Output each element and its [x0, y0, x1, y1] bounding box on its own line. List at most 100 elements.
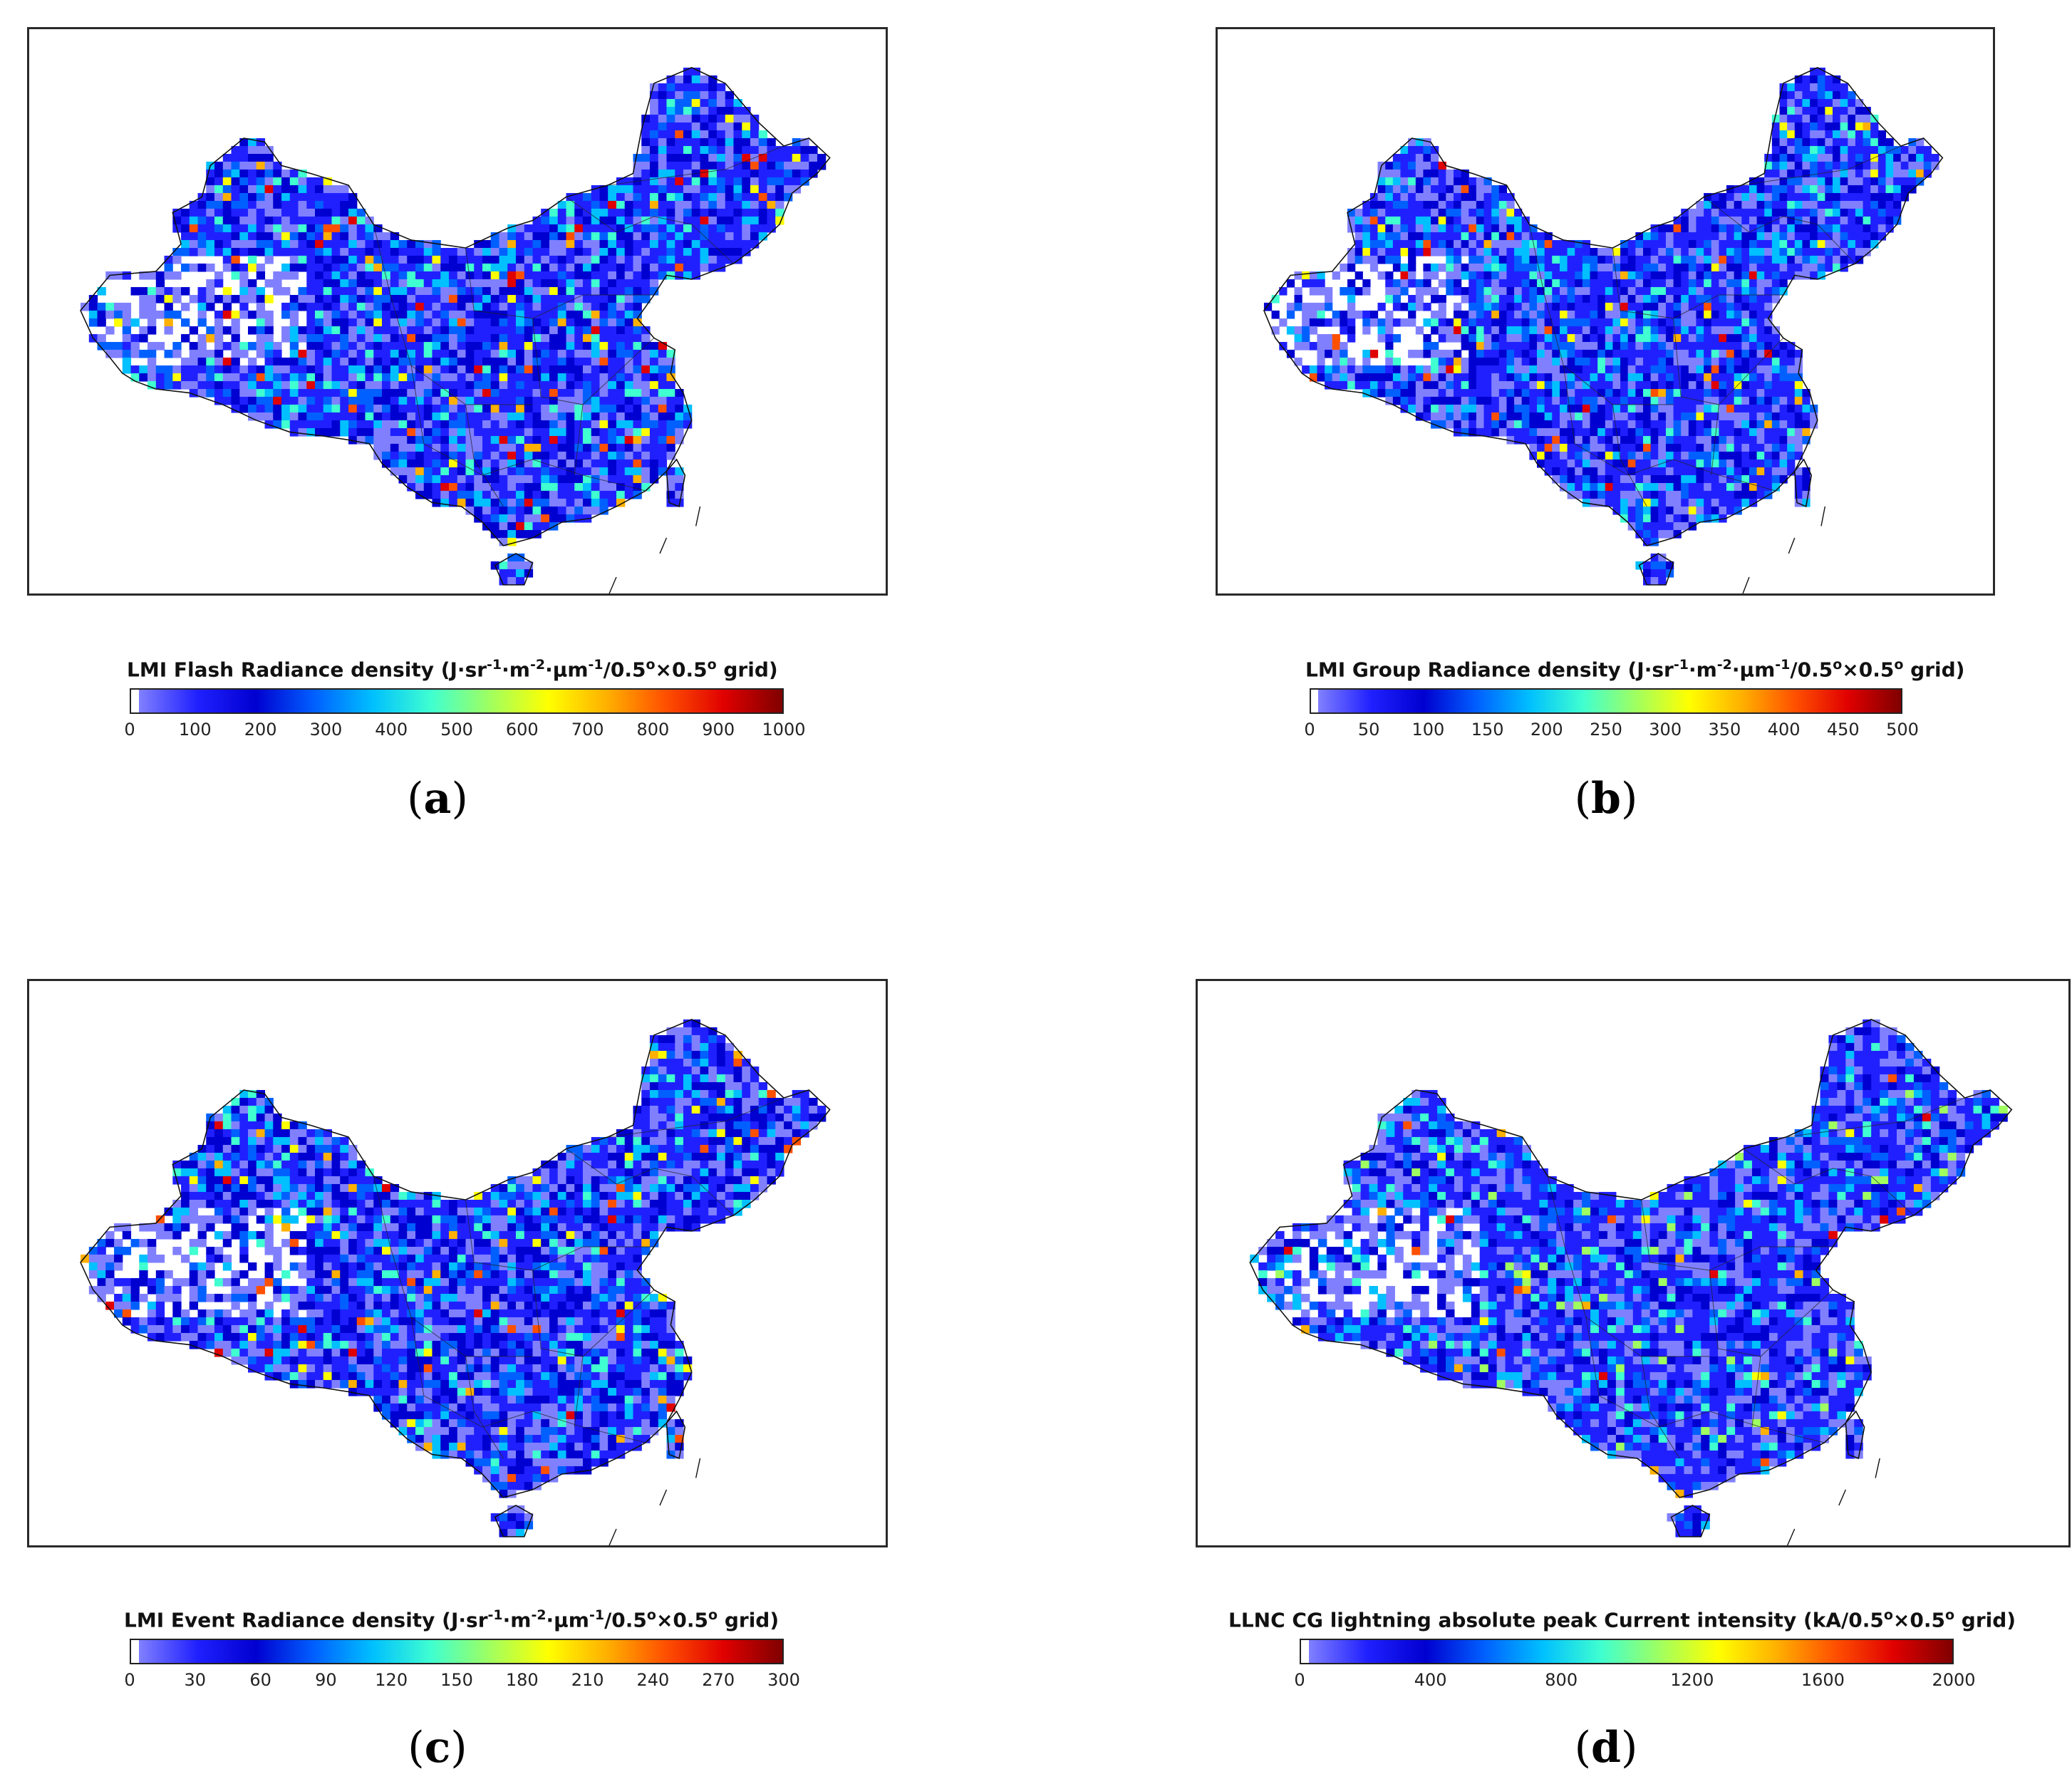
colorbar-tick-label: 120	[375, 1670, 408, 1690]
colorbar-tick-label: 500	[440, 720, 473, 740]
province-boundary	[1786, 1097, 1965, 1138]
colorbar-tick-label: 1200	[1670, 1670, 1714, 1690]
china-lightning-map-d	[1249, 1019, 2013, 1545]
colorbar-tick-label: 240	[636, 1670, 670, 1690]
colorbar-c	[130, 1639, 784, 1664]
colorbar-tick-label: 2000	[1932, 1670, 1976, 1690]
taiwan-border	[665, 458, 686, 508]
colorbar-tick-label: 350	[1708, 720, 1741, 740]
hainan-border	[1670, 1505, 1711, 1537]
province-boundary	[566, 1148, 734, 1216]
taiwan-border	[1845, 1410, 1865, 1460]
nine-dash-line	[608, 1528, 617, 1545]
colorbar-d	[1300, 1639, 1954, 1664]
colorbar-tick-label: 400	[1414, 1670, 1447, 1690]
china-border	[1249, 1019, 2013, 1498]
china-lightning-map-a	[80, 67, 831, 593]
colorbar-tick-label: 100	[178, 720, 212, 740]
panel-label-a: (a)	[407, 774, 468, 824]
province-boundary	[574, 404, 584, 476]
hainan-border	[494, 553, 534, 586]
colorbar-tick-label: 800	[636, 720, 670, 740]
colorbar-tick-label: 100	[1411, 720, 1445, 740]
province-boundary	[1743, 1148, 1915, 1216]
colorbar-tick-label: 900	[702, 720, 735, 740]
nine-dash-line	[608, 576, 617, 593]
colorbar-tick-label: 0	[1304, 720, 1315, 740]
province-boundary	[1741, 145, 1901, 186]
colorbar-b	[1310, 688, 1902, 714]
province-boundary	[566, 197, 734, 264]
province-boundary	[1673, 318, 1784, 405]
nine-dash-line	[1820, 506, 1826, 527]
province-boundary	[1585, 1317, 1825, 1443]
colorbar-title-d: LLNC CG lightning absolute peak Current …	[1228, 1607, 2016, 1632]
province-boundary	[1711, 404, 1719, 476]
province-boundary	[410, 365, 646, 492]
colorbar-ticks-d: 0 400 800 1200 1600 2000	[1294, 1670, 1975, 1694]
nine-dash-line	[1786, 1528, 1796, 1545]
hainan-border	[494, 1505, 534, 1537]
colorbar-tick-label: 300	[767, 1670, 800, 1690]
nine-dash-line	[695, 506, 701, 527]
grid-cells	[1250, 1019, 2008, 1537]
colorbar-tick-label: 700	[571, 720, 604, 740]
grid-cells	[81, 67, 827, 586]
nine-dash-line	[659, 1489, 668, 1506]
colorbar-tick-label: 800	[1545, 1670, 1578, 1690]
china-lightning-map-c	[80, 1019, 831, 1545]
colorbar-tick-label: 600	[505, 720, 539, 740]
province-boundary	[1641, 1199, 1833, 1271]
colorbar-tick-label: 180	[505, 1670, 539, 1690]
colorbar-tick-label: 90	[315, 1670, 337, 1690]
colorbar-tick-label: 30	[184, 1670, 207, 1690]
map-frame-d	[1196, 979, 2071, 1547]
nine-dash-line	[1742, 576, 1750, 593]
colorbar-ticks-c: 0 30 60 90 120 150 180 210 240 270 300	[124, 1670, 800, 1694]
colorbar-a	[130, 688, 784, 714]
colorbar-tick-label: 400	[1767, 720, 1801, 740]
nine-dash-line	[1788, 537, 1796, 554]
colorbar-tick-label: 0	[124, 720, 135, 740]
hainan-border	[1638, 552, 1674, 586]
province-boundary	[608, 1097, 784, 1138]
colorbar-tick-label: 1600	[1801, 1670, 1845, 1690]
colorbar-tick-label: 400	[375, 720, 408, 740]
colorbar-tick-label: 0	[124, 1670, 135, 1690]
map-frame-c	[27, 979, 888, 1547]
grid-cells	[81, 1019, 827, 1537]
province-boundary	[410, 1317, 646, 1443]
province-boundary	[608, 145, 784, 186]
taiwan-border	[665, 1410, 686, 1460]
province-boundary	[465, 1356, 504, 1459]
china-border	[80, 1019, 831, 1498]
taiwan-border	[1793, 458, 1813, 508]
colorbar-tick-label: 300	[309, 720, 343, 740]
colorbar-tick-label: 450	[1826, 720, 1860, 740]
map-frame-b	[1216, 27, 1995, 596]
nine-dash-line	[1838, 1489, 1846, 1506]
panel-label-d: (d)	[1574, 1723, 1638, 1773]
china-border	[80, 67, 831, 546]
province-boundary	[1547, 1176, 1710, 1357]
province-boundary	[1563, 365, 1776, 492]
colorbar-ticks-b: 0 50 100 150 200 250 300 350 400 450 500	[1304, 720, 1919, 744]
map-frame-a	[27, 27, 888, 596]
colorbar-tick-label: 60	[249, 1670, 271, 1690]
nine-dash-line	[1875, 1458, 1880, 1478]
grid-cells	[1263, 67, 1939, 586]
colorbar-tick-label: 50	[1357, 720, 1380, 740]
colorbar-tick-label: 150	[440, 1670, 473, 1690]
nine-dash-line	[659, 537, 668, 554]
colorbar-tick-label: 1000	[762, 720, 806, 740]
colorbar-tick-label: 210	[571, 1670, 604, 1690]
china-border	[1263, 67, 1944, 546]
colorbar-tick-label: 250	[1590, 720, 1622, 740]
colorbar-title-b: LMI Group Radiance density (J·sr-1·m-2·µ…	[1305, 657, 1965, 682]
province-boundary	[1612, 404, 1647, 507]
colorbar-tick-label: 300	[1649, 720, 1682, 740]
province-boundary	[465, 404, 504, 507]
colorbar-title-c: LMI Event Radiance density (J·sr-1·m-2·µ…	[124, 1607, 779, 1632]
colorbar-ticks-a: 0 100 200 300 400 500 600 700 800 900 1000	[124, 720, 805, 744]
nine-dash-line	[695, 1458, 701, 1478]
